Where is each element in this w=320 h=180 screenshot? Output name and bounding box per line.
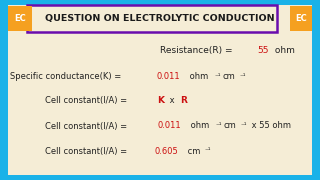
Text: cm: cm [223, 72, 236, 81]
Text: Specific conductance(K) =: Specific conductance(K) = [10, 72, 124, 81]
Text: x 55 ohm: x 55 ohm [249, 122, 291, 130]
Text: Resistance(R) =: Resistance(R) = [160, 46, 236, 55]
Text: cm: cm [224, 122, 236, 130]
Text: Cell constant(l/A) =: Cell constant(l/A) = [45, 147, 130, 156]
FancyBboxPatch shape [8, 6, 32, 31]
Text: ⁻¹: ⁻¹ [214, 73, 221, 80]
FancyBboxPatch shape [290, 6, 312, 31]
Text: ⁻¹: ⁻¹ [240, 123, 247, 129]
FancyBboxPatch shape [27, 5, 277, 31]
FancyBboxPatch shape [8, 5, 312, 175]
Text: cm: cm [185, 147, 200, 156]
Text: K: K [157, 96, 164, 105]
Text: ohm: ohm [187, 72, 208, 81]
Text: 55: 55 [257, 46, 269, 55]
Text: 0.011: 0.011 [157, 122, 181, 130]
Text: ⁻¹: ⁻¹ [204, 148, 211, 154]
Text: ohm: ohm [188, 122, 209, 130]
Text: 0.011: 0.011 [156, 72, 180, 81]
Text: ohm: ohm [272, 46, 295, 55]
Text: Cell constant(l/A) =: Cell constant(l/A) = [45, 122, 132, 130]
Text: ⁻¹: ⁻¹ [239, 73, 246, 80]
Text: EC: EC [295, 14, 307, 23]
Text: ⁻¹: ⁻¹ [215, 123, 222, 129]
Text: 0.605: 0.605 [154, 147, 178, 156]
Text: Cell constant(l/A) =: Cell constant(l/A) = [45, 96, 132, 105]
Text: x: x [167, 96, 177, 105]
Text: R: R [180, 96, 187, 105]
Text: EC: EC [14, 14, 26, 23]
Text: QUESTION ON ELECTROLYTIC CONDUCTION: QUESTION ON ELECTROLYTIC CONDUCTION [45, 14, 275, 23]
